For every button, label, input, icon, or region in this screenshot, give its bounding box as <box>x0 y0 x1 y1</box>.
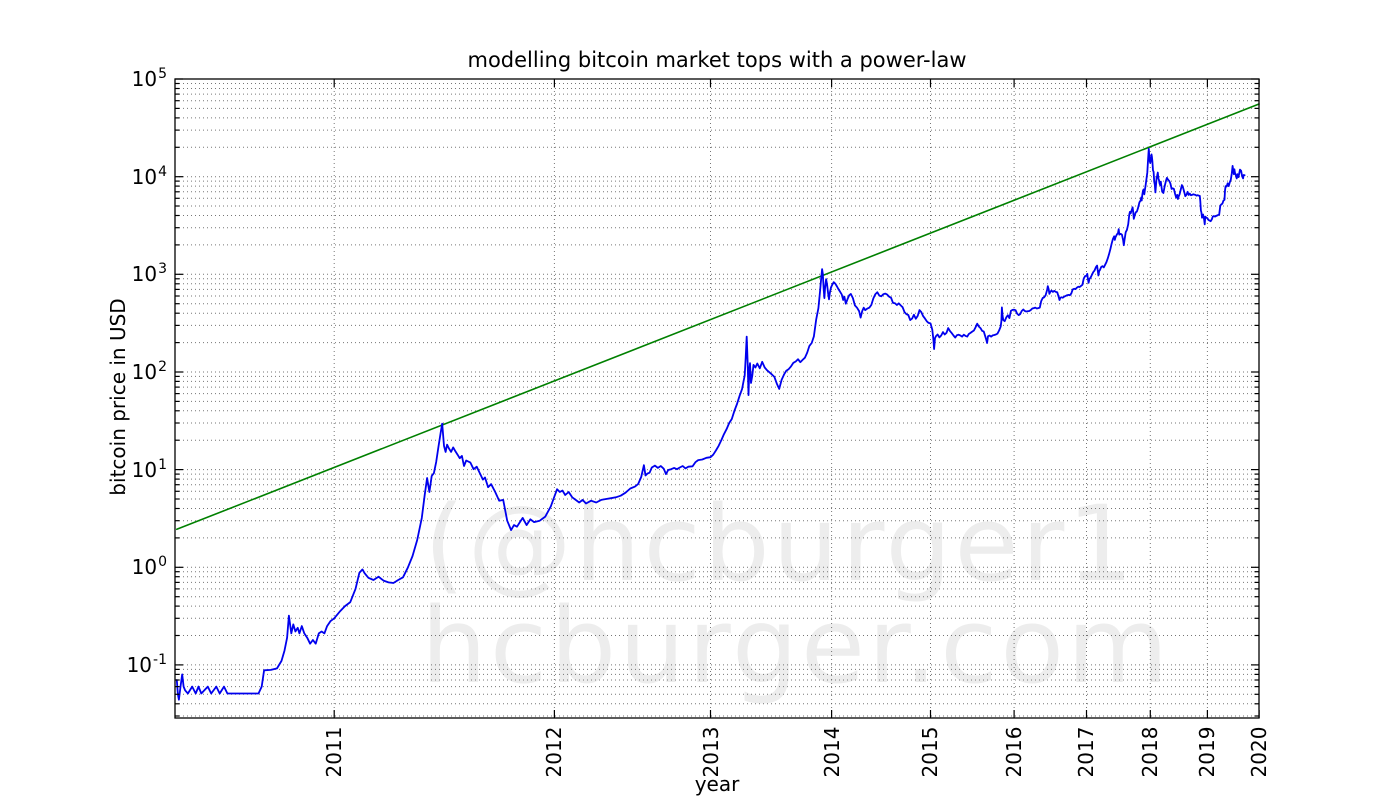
x-tick-label: 2017 <box>1074 726 1099 778</box>
price-series-line <box>175 147 1246 701</box>
x-tick-label: 2011 <box>322 726 347 778</box>
y-axis-label: bitcoin price in USD <box>106 298 130 496</box>
y-tick-label: 103 <box>131 261 167 287</box>
chart-title: modelling bitcoin market tops with a pow… <box>467 48 967 72</box>
y-tick-label: 101 <box>131 456 167 482</box>
x-tick-label: 2019 <box>1195 726 1220 778</box>
x-tick-label: 2020 <box>1247 726 1272 778</box>
y-tick-label: 10-1 <box>126 651 167 677</box>
power-law-line <box>176 103 1260 531</box>
x-tick-label: 2014 <box>819 726 844 778</box>
plot-border <box>174 78 1260 719</box>
x-tick-label: 2018 <box>1138 726 1163 778</box>
y-tick-label: 104 <box>131 163 167 189</box>
y-tick-label: 100 <box>131 554 167 580</box>
y-tick-label: 102 <box>131 358 167 384</box>
y-tick-label: 105 <box>131 66 167 91</box>
watermark-line2: hcburger.com <box>421 585 1172 707</box>
x-tick-label: 2016 <box>1002 726 1027 778</box>
watermark-line1: (@hcburger1 <box>424 483 1137 605</box>
x-tick-label: 2012 <box>542 726 567 778</box>
x-axis-label: year <box>694 772 740 796</box>
x-tick-label: 2015 <box>918 726 943 778</box>
x-tick-label: 2013 <box>698 726 723 778</box>
